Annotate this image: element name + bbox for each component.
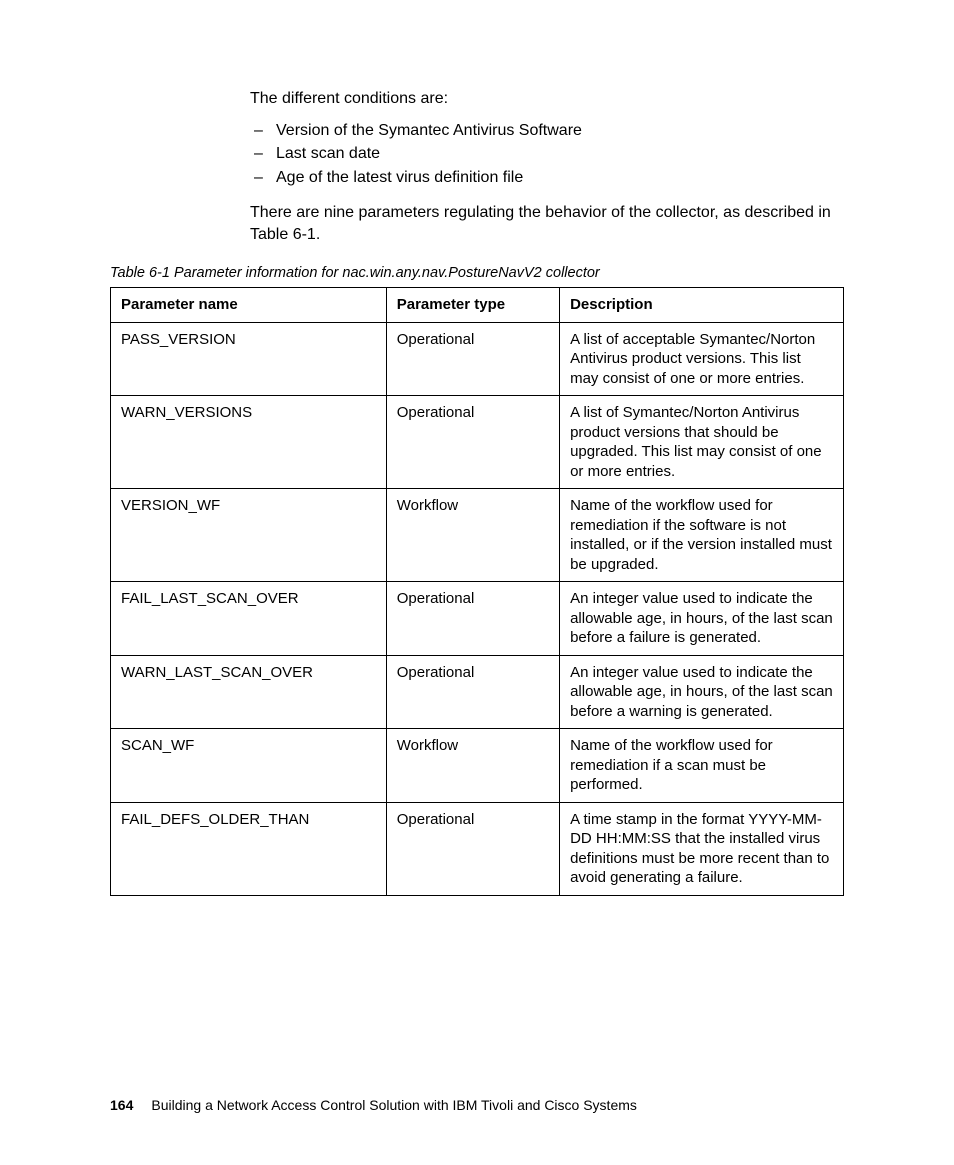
table-header-row: Parameter name Parameter type Descriptio… [111,288,844,323]
parameter-table: Parameter name Parameter type Descriptio… [110,287,844,896]
table-row: VERSION_WF Workflow Name of the workflow… [111,489,844,582]
column-header-type: Parameter type [386,288,559,323]
cell-parameter-name: SCAN_WF [111,729,387,803]
intro-paragraph: The different conditions are: [250,88,844,110]
page-footer: 164 Building a Network Access Control Sol… [110,1097,637,1113]
cell-parameter-type: Operational [386,396,559,489]
table-row: WARN_VERSIONS Operational A list of Syma… [111,396,844,489]
cell-parameter-type: Workflow [386,489,559,582]
cell-description: Name of the workflow used for remediatio… [560,729,844,803]
list-item-text: Version of the Symantec Antivirus Softwa… [276,122,582,139]
table-caption: Table 6-1 Parameter information for nac.… [110,264,844,284]
list-item: –Version of the Symantec Antivirus Softw… [250,120,844,142]
content-area: The different conditions are: –Version o… [250,88,844,896]
column-header-description: Description [560,288,844,323]
table-row: FAIL_DEFS_OLDER_THAN Operational A time … [111,802,844,895]
table-row: PASS_VERSION Operational A list of accep… [111,322,844,396]
table-row: SCAN_WF Workflow Name of the workflow us… [111,729,844,803]
list-item: –Last scan date [250,143,844,165]
cell-description: An integer value used to indicate the al… [560,655,844,729]
table-row: FAIL_LAST_SCAN_OVER Operational An integ… [111,582,844,656]
cell-parameter-name: WARN_VERSIONS [111,396,387,489]
list-item-text: Age of the latest virus definition file [276,169,523,186]
cell-parameter-type: Operational [386,582,559,656]
cell-parameter-name: PASS_VERSION [111,322,387,396]
cell-parameter-type: Operational [386,322,559,396]
table-row: WARN_LAST_SCAN_OVER Operational An integ… [111,655,844,729]
cell-parameter-name: VERSION_WF [111,489,387,582]
cell-description: A list of Symantec/Norton Antivirus prod… [560,396,844,489]
cell-parameter-type: Operational [386,802,559,895]
conditions-list: –Version of the Symantec Antivirus Softw… [250,120,844,189]
footer-book-title: Building a Network Access Control Soluti… [151,1097,637,1113]
document-page: The different conditions are: –Version o… [0,0,954,1165]
page-number: 164 [110,1097,133,1113]
cell-parameter-name: FAIL_LAST_SCAN_OVER [111,582,387,656]
cell-parameter-type: Operational [386,655,559,729]
cell-parameter-name: WARN_LAST_SCAN_OVER [111,655,387,729]
cell-description: An integer value used to indicate the al… [560,582,844,656]
cell-description: A list of acceptable Symantec/Norton Ant… [560,322,844,396]
cell-parameter-type: Workflow [386,729,559,803]
cell-description: A time stamp in the format YYYY-MM-DD HH… [560,802,844,895]
cell-parameter-name: FAIL_DEFS_OLDER_THAN [111,802,387,895]
cell-description: Name of the workflow used for remediatio… [560,489,844,582]
column-header-name: Parameter name [111,288,387,323]
list-item: –Age of the latest virus definition file [250,167,844,189]
second-paragraph: There are nine parameters regulating the… [250,202,844,245]
list-item-text: Last scan date [276,145,380,162]
